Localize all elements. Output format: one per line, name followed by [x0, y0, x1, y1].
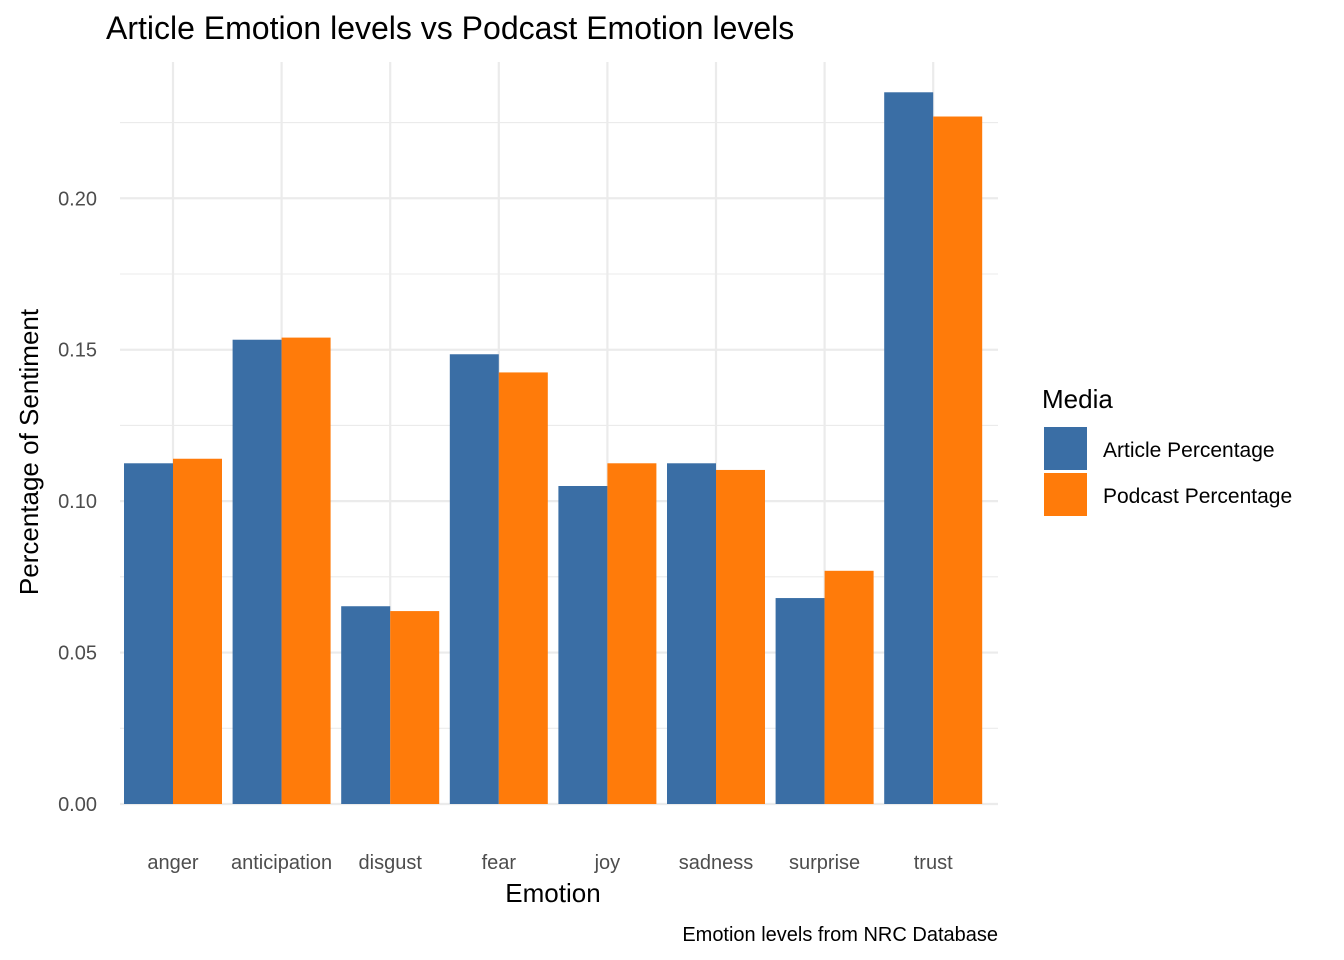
- x-axis-title: Emotion: [505, 878, 600, 908]
- bar-article-percentage-joy: [558, 486, 608, 804]
- bars: [124, 92, 983, 805]
- bar-article-percentage-surprise: [775, 598, 825, 804]
- bar-article-percentage-anticipation: [232, 339, 282, 804]
- bar-article-percentage-fear: [449, 354, 499, 804]
- x-tick-label-sadness: sadness: [679, 852, 754, 874]
- x-tick-label-surprise: surprise: [789, 852, 860, 874]
- bar-podcast-percentage-anger: [173, 458, 222, 804]
- x-tick-label-joy: joy: [594, 852, 621, 874]
- bar-article-percentage-trust: [884, 92, 934, 805]
- x-tick-label-fear: fear: [482, 852, 517, 874]
- y-tick-label: 0.15: [58, 340, 97, 362]
- bar-podcast-percentage-anticipation: [281, 337, 331, 804]
- y-axis-title: Percentage of Sentiment: [14, 308, 44, 595]
- legend-label-podcast-percentage: Podcast Percentage: [1103, 485, 1292, 508]
- y-tick-label: 0.10: [58, 491, 97, 513]
- chart-title: Article Emotion levels vs Podcast Emotio…: [106, 10, 794, 46]
- bar-podcast-percentage-fear: [498, 372, 548, 804]
- bar-podcast-percentage-joy: [607, 463, 657, 804]
- x-tick-label-disgust: disgust: [359, 852, 423, 874]
- bar-article-percentage-anger: [124, 463, 173, 804]
- legend-items: Article Percentage Podcast Percentage: [1044, 427, 1292, 516]
- chart-caption: Emotion levels from NRC Database: [682, 924, 998, 946]
- legend-key-podcast-percentage: [1044, 473, 1087, 516]
- bar-podcast-percentage-surprise: [824, 570, 874, 804]
- bar-podcast-percentage-trust: [933, 116, 983, 804]
- y-tick-label: 0.05: [58, 643, 97, 665]
- legend-title: Media: [1042, 384, 1113, 414]
- legend-label-article-percentage: Article Percentage: [1103, 439, 1275, 462]
- y-tick-label: 0.00: [58, 794, 97, 816]
- x-tick-label-anticipation: anticipation: [231, 852, 332, 874]
- y-axis-ticks: 0.00 0.05 0.10 0.15 0.20: [58, 188, 97, 816]
- y-tick-label: 0.20: [58, 188, 97, 210]
- legend: Media Article Percentage Podcast Percenta…: [1042, 384, 1292, 516]
- x-axis-ticks: anger anticipation disgust fear joy sadness su…: [147, 852, 953, 874]
- x-tick-label-trust: trust: [914, 852, 953, 874]
- legend-key-article-percentage: [1044, 427, 1087, 470]
- bar-article-percentage-disgust: [341, 606, 391, 804]
- bar-podcast-percentage-sadness: [716, 469, 765, 804]
- bar-article-percentage-sadness: [667, 463, 716, 804]
- x-tick-label-anger: anger: [147, 852, 198, 874]
- bar-podcast-percentage-disgust: [390, 611, 440, 804]
